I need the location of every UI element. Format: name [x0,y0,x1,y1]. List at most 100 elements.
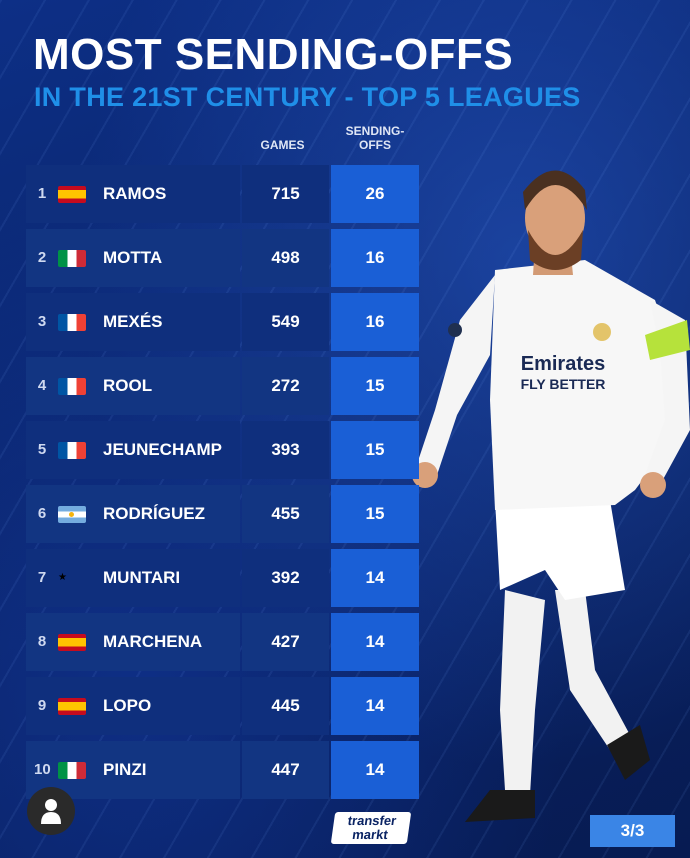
games-cell: 447 [242,741,329,799]
sending-offs-value: 15 [365,440,385,459]
games-cell: 392 [242,549,329,607]
sending-offs-cell: 26 [331,165,419,223]
rank-number: 4 [37,377,47,394]
ranking-table: 1 RAMOS 715 26 2 MOTTA 498 16 3 MEXÉS 549 16 4 ROOL 27… [26,165,419,805]
player-illustration: Emirates FLY BETTER [412,170,690,822]
player-name: PINZI [103,760,147,779]
player-cell: 6 RODRÍGUEZ [26,485,240,543]
table-row: 2 MOTTA 498 16 [26,229,419,287]
user-avatar-icon [41,799,61,824]
rank-number: 7 [37,569,47,586]
champions-league-badge-icon [448,323,462,337]
table-row: 5 JEUNECHAMP 393 15 [26,421,419,479]
rank-number: 9 [37,697,47,714]
player-cell: 10 PINZI [26,741,240,799]
table-row: 3 MEXÉS 549 16 [26,293,419,351]
player-cell: 2 MOTTA [26,229,240,287]
sending-offs-value: 16 [365,248,385,267]
sending-offs-value: 15 [365,504,385,523]
italy-flag-icon [58,250,86,267]
rank-number: 1 [37,185,47,202]
table-row: 10 PINZI 447 14 [26,741,419,799]
france-flag-icon [58,442,86,459]
rank-number: 3 [37,313,47,330]
player-name: MARCHENA [103,632,203,651]
games-value: 272 [271,376,300,395]
games-value: 393 [271,440,300,459]
france-flag-icon [58,314,86,331]
spain-flag-icon [58,634,86,651]
rank-number: 5 [37,441,47,458]
logo-line2: markt [351,827,389,842]
table-row: 6 RODRÍGUEZ 455 15 [26,485,419,543]
player-name: MOTTA [103,248,163,267]
player-cell: 4 ROOL [26,357,240,415]
sending-offs-cell: 14 [331,741,419,799]
page-title: MOST SENDING-OFFS [33,30,514,79]
sending-offs-cell: 14 [331,677,419,735]
sending-offs-cell: 15 [331,421,419,479]
sending-offs-cell: 16 [331,293,419,351]
table-row: 4 ROOL 272 15 [26,357,419,415]
player-cell: 5 JEUNECHAMP [26,421,240,479]
spain-flag-icon [58,698,86,715]
sending-offs-value: 14 [365,632,385,651]
italy-flag-icon [58,762,86,779]
sending-offs-cell: 16 [331,229,419,287]
player-name: ROOL [103,376,153,395]
player-cell: 8 MARCHENA [26,613,240,671]
games-cell: 549 [242,293,329,351]
sending-offs-cell: 14 [331,613,419,671]
sending-offs-value: 26 [365,184,385,203]
games-value: 498 [271,248,300,267]
sending-offs-value: 14 [365,568,385,587]
sending-offs-value: 14 [365,696,385,715]
sending-offs-cell: 15 [331,485,419,543]
right-boot [607,725,650,780]
player-name: RODRÍGUEZ [103,504,205,523]
player-cell: 9 LOPO [26,677,240,735]
france-flag-icon [58,378,86,395]
sending-offs-value: 15 [365,376,385,395]
games-value: 455 [271,504,300,523]
player-cell: 7 MUNTARI [26,549,240,607]
profile-avatar-button[interactable] [27,787,75,835]
sending-offs-cell: 14 [331,549,419,607]
rank-number: 10 [34,761,51,778]
player-name: MEXÉS [103,312,163,331]
games-cell: 715 [242,165,329,223]
rank-number: 8 [37,633,47,650]
table-row: 9 LOPO 445 14 [26,677,419,735]
rank-number: 6 [37,505,47,522]
games-cell: 272 [242,357,329,415]
games-cell: 393 [242,421,329,479]
games-value: 447 [271,760,300,779]
player-cell: 1 RAMOS [26,165,240,223]
logo-line1: transfer [346,813,398,828]
table-row: 1 RAMOS 715 26 [26,165,419,223]
sending-offs-value: 16 [365,312,385,331]
column-header-games: GAMES [260,138,305,152]
player-name: LOPO [103,696,152,715]
player-name: MUNTARI [103,568,181,587]
sending-offs-value: 14 [365,760,385,779]
page-subtitle: IN THE 21ST CENTURY - TOP 5 LEAGUES [34,82,581,112]
player-name: JEUNECHAMP [103,440,223,459]
rank-number: 2 [37,249,47,266]
transfermarkt-logo: transfer markt [330,812,412,844]
left-boot [465,790,535,822]
player-cell: 3 MEXÉS [26,293,240,351]
shirt-sponsor-line1: Emirates [521,353,606,375]
club-crest-icon [593,323,611,341]
column-header-sending-offs-text: SENDING- OFFS [345,124,405,152]
games-cell: 498 [242,229,329,287]
column-header-sending-offs: SENDING- OFFS [335,124,415,152]
games-value: 392 [271,568,300,587]
table-row: 8 MARCHENA 427 14 [26,613,419,671]
games-cell: 445 [242,677,329,735]
page-indicator: 3/3 [590,815,675,847]
games-value: 445 [271,696,300,715]
table-row: 7 MUNTARI 392 14 [26,549,419,607]
sending-offs-cell: 15 [331,357,419,415]
games-value: 715 [271,184,300,203]
